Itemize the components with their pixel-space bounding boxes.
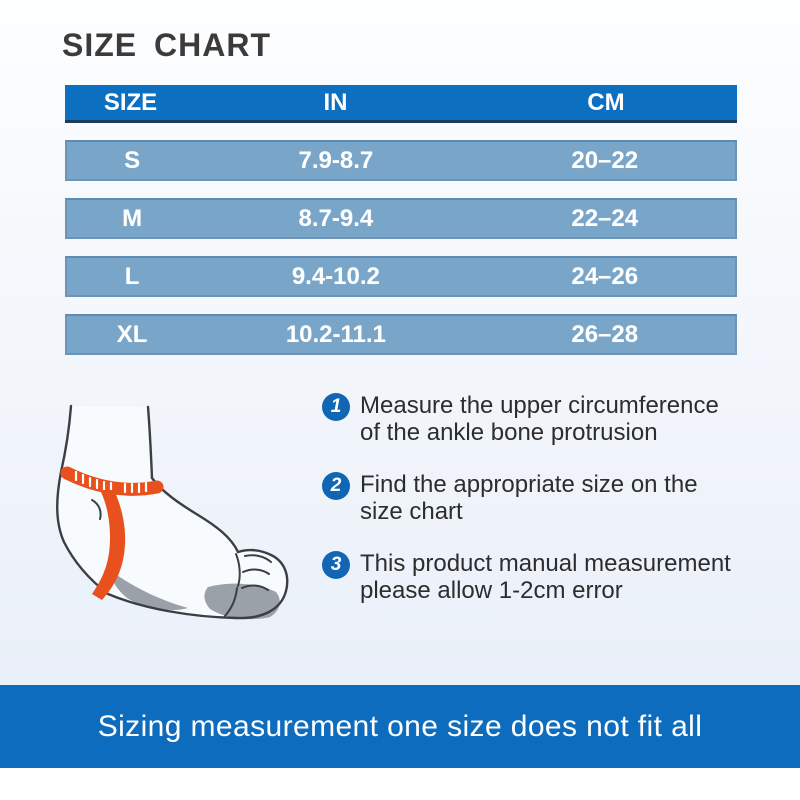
in-cell: 10.2-11.1 xyxy=(285,320,386,348)
column-header-size: SIZE xyxy=(103,88,158,116)
column-header-in: IN xyxy=(323,88,348,116)
size-cell: M xyxy=(122,204,143,232)
instruction-text: Measure the upper circumference of the a… xyxy=(360,392,719,446)
foot-measuring-tape-icon xyxy=(56,404,289,620)
page-title: SIZE CHART xyxy=(62,27,271,63)
banner-text: Sizing measurement one size does not fit… xyxy=(97,709,703,743)
column-header-cm: CM xyxy=(587,88,625,116)
instruction-item: 1 Measure the upper circumference of the… xyxy=(322,392,750,446)
instructions-list: 1 Measure the upper circumference of the… xyxy=(322,392,750,629)
table-row: M 8.7-9.4 22–24 xyxy=(65,198,737,239)
size-table: SIZE IN CM S 7.9-8.7 20–22 M 8.7-9.4 22–… xyxy=(65,85,737,355)
step-1-badge: 1 xyxy=(322,393,350,421)
instruction-text: Find the appropriate size on the size ch… xyxy=(360,471,698,525)
in-cell: 9.4-10.2 xyxy=(291,262,380,290)
in-cell: 7.9-8.7 xyxy=(298,146,374,174)
cm-cell: 26–28 xyxy=(571,320,639,348)
size-cell: S xyxy=(124,146,141,174)
measuring-tape-tail xyxy=(92,490,126,600)
cm-cell: 20–22 xyxy=(571,146,639,174)
foot-ankle-measure-illustration xyxy=(40,380,320,660)
in-cell: 8.7-9.4 xyxy=(298,204,374,232)
step-2-badge: 2 xyxy=(322,472,350,500)
table-row: XL 10.2-11.1 26–28 xyxy=(65,314,737,355)
cm-cell: 22–24 xyxy=(571,204,639,232)
size-cell: L xyxy=(124,262,140,290)
tape-tick-marks xyxy=(74,470,148,494)
instruction-item: 3 This product manual measurement please… xyxy=(322,550,750,604)
table-row: L 9.4-10.2 24–26 xyxy=(65,256,737,297)
cm-cell: 24–26 xyxy=(571,262,639,290)
footer-whitespace xyxy=(0,768,800,800)
table-row: S 7.9-8.7 20–22 xyxy=(65,140,737,181)
instruction-item: 2 Find the appropriate size on the size … xyxy=(322,471,750,525)
instruction-text: This product manual measurement please a… xyxy=(360,550,731,604)
table-header-row: SIZE IN CM xyxy=(65,85,737,123)
size-cell: XL xyxy=(116,320,148,348)
bottom-banner: Sizing measurement one size does not fit… xyxy=(0,685,800,768)
step-3-badge: 3 xyxy=(322,551,350,579)
